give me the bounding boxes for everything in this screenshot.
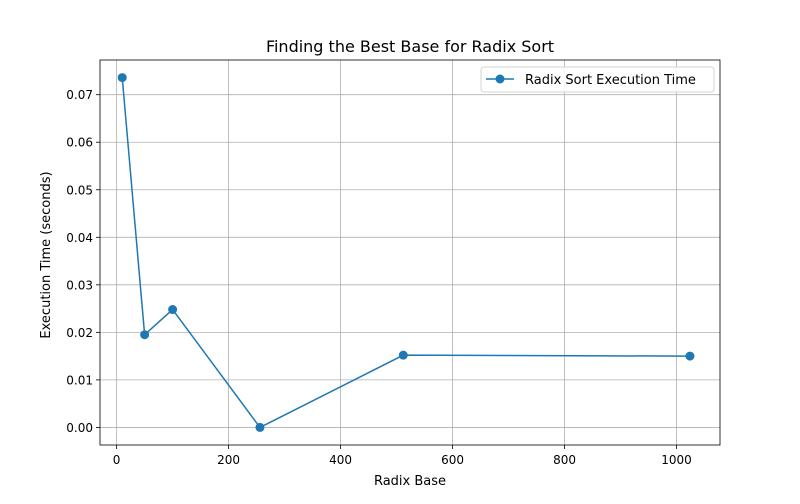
legend-frame bbox=[480, 66, 715, 93]
x-tick-label-3: 600 bbox=[441, 453, 464, 467]
series-layer bbox=[117, 73, 695, 432]
data-point-2 bbox=[168, 305, 178, 315]
x-tick-label-2: 400 bbox=[329, 453, 352, 467]
y-tick-label-3: 0.03 bbox=[66, 278, 93, 292]
y-tick-label-4: 0.04 bbox=[66, 231, 93, 245]
axes: 0 200 400 600 800 1000 0.00 0.01 0.02 0.03 0.04 0.0… bbox=[66, 59, 721, 467]
data-point-1 bbox=[140, 330, 150, 340]
legend: Radix Sort Execution Time bbox=[480, 66, 715, 93]
x-axis-label: Radix Base bbox=[374, 474, 446, 489]
y-tick-label-2: 0.02 bbox=[66, 326, 93, 340]
y-tick-label-0: 0.00 bbox=[66, 421, 93, 435]
x-tick-label-0: 0 bbox=[113, 453, 121, 467]
data-point-5 bbox=[685, 351, 695, 361]
y-tick-label-5: 0.05 bbox=[66, 183, 93, 197]
legend-marker bbox=[495, 74, 505, 84]
data-point-3 bbox=[255, 422, 265, 432]
data-point-0 bbox=[117, 73, 127, 83]
data-point-4 bbox=[398, 350, 408, 360]
plot-frame bbox=[99, 59, 721, 446]
x-tick-label-5: 1000 bbox=[661, 453, 692, 467]
y-tick-label-1: 0.01 bbox=[66, 373, 93, 387]
y-tick-label-7: 0.07 bbox=[66, 88, 93, 102]
y-tick-label-6: 0.06 bbox=[66, 136, 93, 150]
legend-label: Radix Sort Execution Time bbox=[525, 73, 696, 88]
x-tick-label-1: 200 bbox=[217, 453, 240, 467]
series-line-0 bbox=[121, 77, 690, 429]
chart-title: Finding the Best Base for Radix Sort bbox=[266, 37, 554, 56]
grid-lines bbox=[100, 60, 720, 445]
y-axis-label: Execution Time (seconds) bbox=[39, 171, 54, 338]
x-tick-label-4: 800 bbox=[553, 453, 576, 467]
